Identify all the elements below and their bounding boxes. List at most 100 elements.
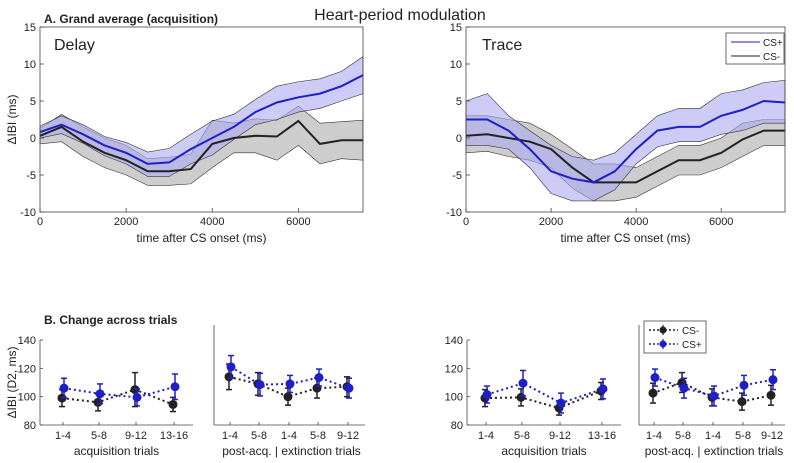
data-point-csplus [482, 390, 492, 400]
y-tick-label: 5 [30, 96, 36, 108]
y-tick-label: 140 [18, 335, 36, 347]
x-tick-label: 5-8 [310, 430, 326, 442]
y-tick-label: -5 [452, 170, 462, 182]
data-point-csplus [518, 378, 528, 388]
data-point-csplus [226, 362, 236, 372]
x-tick-label: 13-16 [160, 430, 188, 442]
x-tick-label: 6000 [709, 216, 733, 228]
data-point-csplus [679, 383, 689, 393]
data-point-csminus [224, 372, 234, 382]
x-tick-label: 5-8 [735, 430, 751, 442]
delay-timecourse-plot: -10 -5 0 5 10 15 0 2000 4000 6000 time after CS on… [5, 22, 364, 245]
data-point-csplus [95, 389, 105, 399]
x-tick-label: 5-8 [675, 430, 691, 442]
data-point-csminus [648, 388, 658, 398]
y-tick-label: 100 [445, 392, 463, 404]
axes-frame [465, 26, 786, 213]
y-tick-label: 100 [18, 392, 36, 404]
x-tick-label: 0 [37, 216, 43, 228]
data-point-csminus [93, 397, 103, 407]
y-tick-label: 10 [450, 59, 462, 71]
y-tick-label: 15 [24, 22, 36, 34]
x-tick-label: 9-12 [125, 430, 147, 442]
data-point-csplus [59, 383, 69, 393]
x-tick-label: 13-16 [588, 430, 616, 442]
series-line-CSplus [39, 74, 364, 165]
legend: CS- CS+ [643, 320, 707, 354]
x-tick-label: 4000 [200, 216, 224, 228]
data-point-csplus [556, 398, 566, 408]
panel-a-label: A. Grand average (acquisition) [44, 12, 218, 26]
y-tick-label: 5 [456, 96, 462, 108]
x-tick-label: 1-4 [55, 430, 71, 442]
panel-subtitle: Delay [54, 37, 95, 54]
y-tick-label: 120 [18, 363, 36, 375]
x-tick-label: 1-4 [281, 430, 297, 442]
x-tick-label: 1-4 [705, 430, 721, 442]
axes-frame [39, 26, 364, 213]
data-point-csminus [516, 392, 526, 402]
legend-entry: CS+ [682, 340, 702, 351]
series-line-CSplus [466, 99, 786, 184]
data-point-csplus [344, 383, 354, 393]
y-tick-label: 0 [456, 133, 462, 145]
x-tick-label: 5-8 [251, 430, 267, 442]
legend: CS+ CS- [725, 32, 785, 65]
data-point-csplus [709, 391, 719, 401]
y-tick-label: 0 [30, 133, 36, 145]
series-line-csplus [486, 382, 604, 405]
series-line-csminus [652, 381, 772, 403]
y-axis-label: ΔIBI (D2, ms) [5, 346, 19, 418]
x-axis-label: acquisition trials [74, 444, 159, 458]
data-point-csplus [768, 375, 778, 385]
figure-title: Heart-period modulation [314, 7, 486, 24]
data-point-csminus [312, 383, 322, 393]
x-tick-label: 9-12 [337, 430, 359, 442]
x-tick-label: 1-4 [478, 430, 494, 442]
delay-ext-trials-plot: 1-4 5-8 1-4 5-8 9-12 post-acq. | extinction t… [213, 325, 365, 458]
y-tick-label: 120 [445, 363, 463, 375]
series-line-csminus [484, 390, 602, 410]
data-point-csminus [766, 390, 776, 400]
y-tick-label: 80 [451, 420, 463, 432]
x-tick-label: 6000 [286, 216, 310, 228]
legend-entry: CS- [682, 326, 699, 337]
panel-b-label: B. Change across trials [44, 313, 178, 327]
legend-entry: CS- [763, 52, 780, 63]
data-point-csplus [255, 380, 265, 390]
legend-entry: CS+ [763, 38, 783, 49]
series-line-csplus [63, 385, 176, 399]
x-tick-label: 4000 [624, 216, 648, 228]
x-tick-label: 5-8 [91, 430, 107, 442]
data-point-csminus [168, 399, 178, 409]
data-point-csplus [285, 379, 295, 389]
trace-timecourse-plot: -10 -5 0 5 10 15 0 2000 4000 6000 time after CS on… [446, 22, 786, 245]
x-tick-label: 9-12 [549, 430, 571, 442]
y-tick-label: -10 [446, 207, 462, 219]
y-tick-label: 10 [24, 59, 36, 71]
x-tick-label: 5-8 [514, 430, 530, 442]
data-point-csplus [598, 384, 608, 394]
y-axis-label: ΔIBI (ms) [5, 94, 19, 144]
data-point-csplus [739, 380, 749, 390]
y-tick-label: -10 [20, 207, 36, 219]
panel-subtitle: Trace [482, 37, 522, 54]
data-point-csplus [170, 382, 180, 392]
data-point-csminus [737, 397, 747, 407]
x-tick-label: 2000 [539, 216, 563, 228]
series-line-csminus [61, 388, 174, 406]
x-tick-label: 9-12 [761, 430, 783, 442]
x-tick-label: 2000 [114, 216, 138, 228]
trace-ext-trials-plot: 1-4 5-8 1-4 5-8 9-12 post-acq. | extinction t… [638, 320, 785, 458]
legend-marker [659, 340, 667, 348]
x-axis-label: post-acq. | extinction trials [222, 444, 361, 458]
x-tick-label: 1-4 [222, 430, 238, 442]
legend-box [643, 320, 707, 354]
data-point-csplus [314, 373, 324, 383]
x-axis-label: time after CS onset (ms) [560, 231, 690, 245]
data-point-csminus [283, 392, 293, 402]
x-axis-label: time after CS onset (ms) [136, 231, 266, 245]
